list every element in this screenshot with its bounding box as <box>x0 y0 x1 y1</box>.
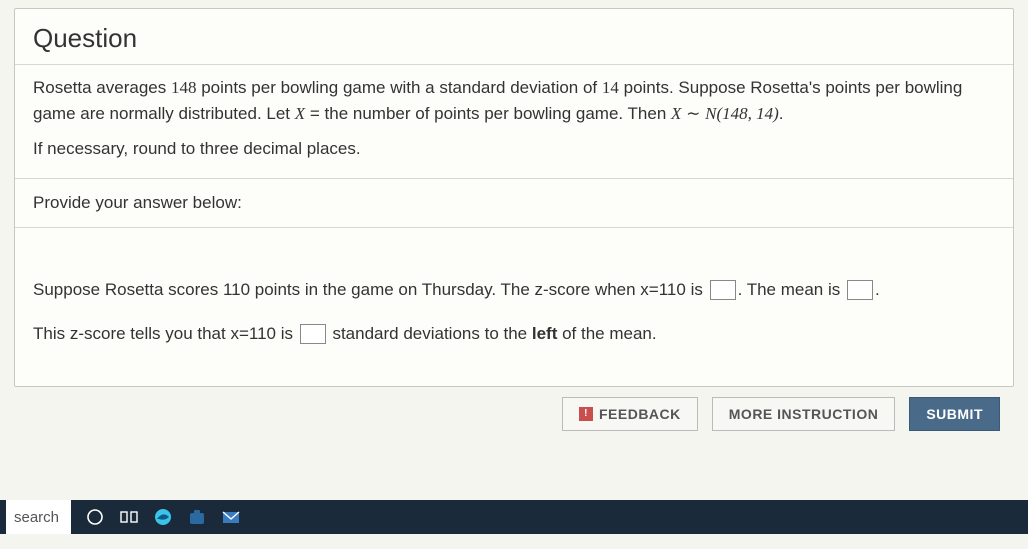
text: . <box>779 104 784 123</box>
zscore-input[interactable] <box>710 280 736 300</box>
text: . The mean is <box>738 280 845 299</box>
text: This z-score tells you that x=110 is <box>33 324 298 343</box>
var-x: X <box>671 104 681 123</box>
question-paragraph: Rosetta averages 148 points per bowling … <box>33 75 995 126</box>
taskbar-search[interactable]: search <box>6 500 71 534</box>
feedback-button[interactable]: ! FEEDBACK <box>562 397 698 431</box>
text: . <box>875 280 880 299</box>
more-instruction-button[interactable]: MORE INSTRUCTION <box>712 397 896 431</box>
button-row: ! FEEDBACK MORE INSTRUCTION SUBMIT <box>14 387 1014 441</box>
provide-label: Provide your answer below: <box>15 179 1013 228</box>
text: Rosetta averages <box>33 78 171 97</box>
deviations-input[interactable] <box>300 324 326 344</box>
avg-value: 148 <box>171 78 197 97</box>
var-x: X <box>295 104 305 123</box>
store-icon[interactable] <box>187 507 207 527</box>
feedback-label: FEEDBACK <box>599 406 681 422</box>
question-body: Rosetta averages 148 points per bowling … <box>15 65 1013 179</box>
mail-icon[interactable] <box>221 507 241 527</box>
answer-line-1: Suppose Rosetta scores 110 points in the… <box>33 268 995 312</box>
feedback-icon: ! <box>579 407 593 421</box>
mean-input[interactable] <box>847 280 873 300</box>
cortana-icon[interactable] <box>85 507 105 527</box>
distribution: N(148, 14) <box>705 104 779 123</box>
answer-line-2: This z-score tells you that x=110 is sta… <box>33 312 995 356</box>
left-bold: left <box>532 324 558 343</box>
question-header: Question <box>15 9 1013 65</box>
text: points per bowling game with a standard … <box>196 78 601 97</box>
page-wrap: Question Rosetta averages 148 points per… <box>0 0 1028 441</box>
answer-area: Suppose Rosetta scores 110 points in the… <box>15 228 1013 386</box>
text: Suppose Rosetta scores 110 points in the… <box>33 280 708 299</box>
tilde: ∼ <box>681 104 705 123</box>
text: of the mean. <box>557 324 656 343</box>
search-text: search <box>14 509 59 526</box>
more-label: MORE INSTRUCTION <box>729 406 879 422</box>
submit-button[interactable]: SUBMIT <box>909 397 1000 431</box>
sd-value: 14 <box>602 78 619 97</box>
taskbar: search <box>0 500 1028 534</box>
question-card: Question Rosetta averages 148 points per… <box>14 8 1014 387</box>
text: standard deviations to the <box>328 324 532 343</box>
question-title: Question <box>33 23 995 54</box>
text: = the number of points per bowling game.… <box>305 104 671 123</box>
task-view-icon[interactable] <box>119 507 139 527</box>
edge-icon[interactable] <box>153 507 173 527</box>
round-note: If necessary, round to three decimal pla… <box>33 136 995 162</box>
submit-label: SUBMIT <box>926 406 983 422</box>
